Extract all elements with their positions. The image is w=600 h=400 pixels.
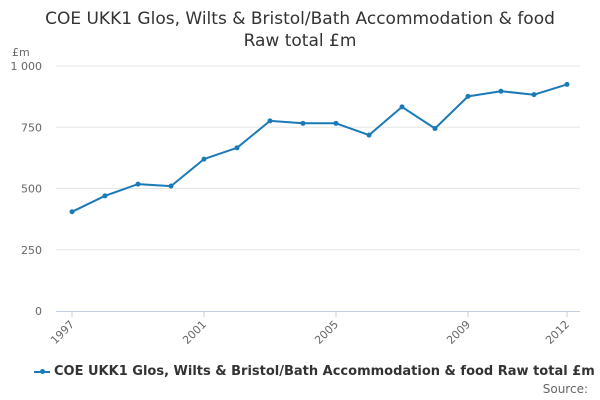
data-point[interactable] <box>399 104 405 110</box>
grid-lines <box>56 65 580 251</box>
y-axis-ticks: 0 250 500 750 1 000 <box>11 60 43 318</box>
data-point[interactable] <box>333 120 339 126</box>
x-tick-label: 2012 <box>543 318 572 347</box>
y-tick-label: 250 <box>21 244 42 257</box>
series-layer <box>69 81 570 215</box>
x-tick-label: 2001 <box>180 318 209 347</box>
y-tick-label: 0 <box>35 305 42 318</box>
x-tick-label: 1997 <box>48 318 77 347</box>
legend-line-icon <box>34 367 50 377</box>
data-point[interactable] <box>432 125 438 131</box>
legend-entry-label: COE UKK1 Glos, Wilts & Bristol/Bath Acco… <box>54 364 595 379</box>
y-tick-label: 750 <box>21 121 42 134</box>
data-point[interactable] <box>135 181 141 187</box>
y-tick-label: 1 000 <box>11 60 43 73</box>
x-tick-label: 2005 <box>312 318 341 347</box>
data-point[interactable] <box>366 132 372 138</box>
data-point[interactable] <box>465 93 471 99</box>
data-point[interactable] <box>498 88 504 94</box>
data-point[interactable] <box>234 145 240 151</box>
y-tick-label: 500 <box>21 183 42 196</box>
data-point[interactable] <box>300 120 306 126</box>
series-line <box>71 83 568 213</box>
chart-title: COE UKK1 Glos, Wilts & Bristol/Bath Acco… <box>0 8 600 52</box>
data-point[interactable] <box>168 183 174 189</box>
chart-title-line1: COE UKK1 Glos, Wilts & Bristol/Bath Acco… <box>45 9 555 29</box>
data-point[interactable] <box>102 193 108 199</box>
data-point[interactable] <box>267 118 273 124</box>
data-point[interactable] <box>201 156 207 162</box>
source-label: Source: <box>542 382 588 396</box>
legend[interactable]: COE UKK1 Glos, Wilts & Bristol/Bath Acco… <box>34 364 595 379</box>
data-point[interactable] <box>564 81 570 87</box>
y-axis-label: £m <box>12 46 30 59</box>
x-axis: 1997 2001 2005 2009 2012 <box>48 311 580 347</box>
x-tick-label: 2009 <box>444 318 473 347</box>
data-point[interactable] <box>69 209 75 215</box>
chart-title-line2: Raw total £m <box>243 31 357 51</box>
data-point[interactable] <box>531 92 537 98</box>
